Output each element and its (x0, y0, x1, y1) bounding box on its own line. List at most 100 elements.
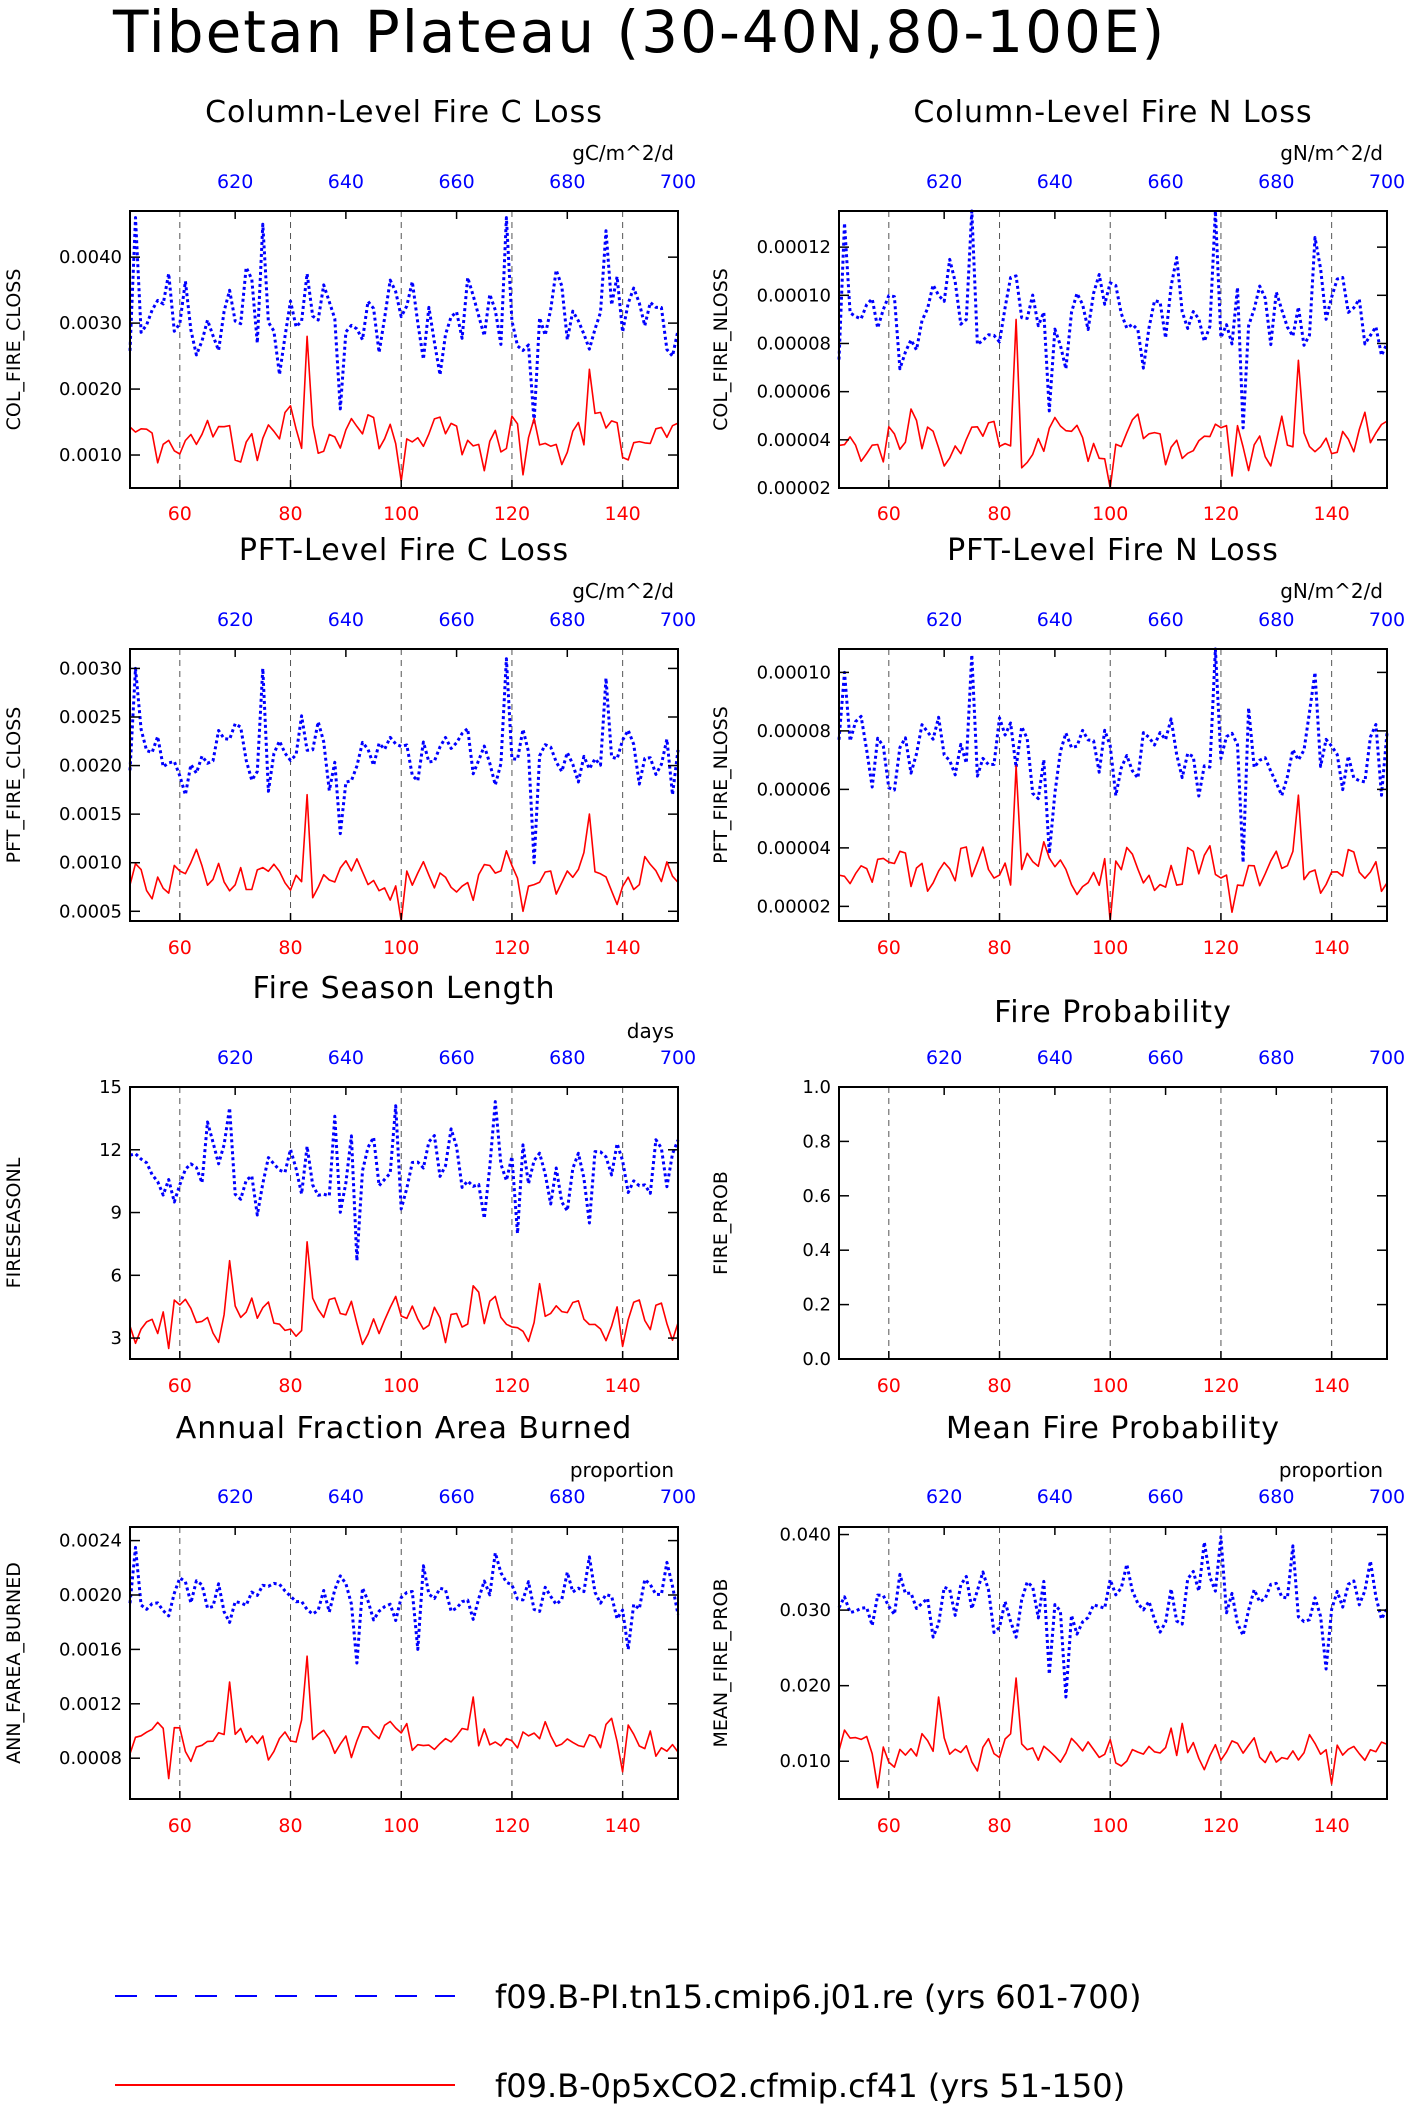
y-tick-label: 9 (111, 1203, 122, 1224)
x-tick-label-top: 620 (926, 171, 962, 193)
plot-frame (838, 1086, 1388, 1360)
y-tick-label: 15 (99, 1077, 122, 1098)
y-tick-label: 0.0020 (59, 1585, 122, 1606)
series-line-b (838, 765, 1388, 922)
y-axis-label: ANN_FAREA_BURNED (3, 1562, 25, 1764)
y-tick-label: 0.0015 (59, 804, 122, 825)
x-tick-label-top: 620 (926, 1047, 962, 1069)
y-tick-label: 0.00010 (757, 662, 831, 683)
x-tick-label-top: 660 (1147, 1486, 1183, 1508)
plot-frame (129, 210, 679, 489)
y-tick-label: 0.00002 (757, 896, 831, 917)
plot-frame (838, 1526, 1388, 1800)
chart-panel-1: Column-Level Fire C Loss gC/m^2/d 0.0010 0.… (3, 95, 696, 525)
series-line-b (129, 793, 679, 922)
y-tick-label: 0.00008 (757, 333, 831, 354)
x-tick-label-top: 700 (660, 1486, 696, 1508)
series-line-a (128, 216, 680, 424)
x-tick-label-top: 680 (1258, 1486, 1294, 1508)
y-axis-label: COL_FIRE_CLOSS (3, 269, 25, 431)
x-tick-label-top: 660 (1147, 171, 1183, 193)
x-tick-label-top: 700 (660, 609, 696, 631)
chart-title: PFT-Level Fire C Loss (239, 533, 569, 568)
x-tick-label-bottom: 60 (877, 1815, 901, 1837)
y-tick-label: 3 (111, 1328, 122, 1349)
y-tick-label: 0.0030 (59, 313, 122, 334)
x-tick-label-bottom: 60 (168, 503, 192, 525)
x-tick-label-bottom: 80 (278, 503, 302, 525)
x-tick-label-top: 680 (1258, 171, 1294, 193)
x-tick-label-bottom: 100 (1092, 503, 1128, 525)
x-tick-label-bottom: 140 (1314, 1375, 1350, 1397)
y-tick-label: 0.010 (779, 1751, 831, 1772)
series-line-a (128, 657, 680, 865)
x-tick-label-top: 640 (328, 1486, 364, 1508)
x-tick-label-top: 640 (328, 609, 364, 631)
y-tick-label: 0.0020 (59, 379, 122, 400)
y-tick-label: 0.020 (779, 1676, 831, 1697)
x-tick-label-bottom: 140 (605, 1815, 641, 1837)
x-tick-label-bottom: 140 (605, 503, 641, 525)
x-tick-label-top: 660 (1147, 609, 1183, 631)
x-tick-label-bottom: 60 (877, 1375, 901, 1397)
page-title: Tibetan Plateau (30-40N,80-100E) (112, 0, 1166, 66)
x-tick-label-bottom: 100 (1092, 1815, 1128, 1837)
x-tick-label-top: 640 (328, 1047, 364, 1069)
y-tick-label: 12 (99, 1140, 122, 1161)
x-tick-label-top: 680 (549, 171, 585, 193)
chart-panel-8: Mean Fire Probability proportion 0.010 0.02… (710, 1411, 1405, 1837)
x-tick-label-bottom: 120 (1203, 1375, 1239, 1397)
series-line-a (837, 647, 1389, 864)
y-axis-label: FIRESEASONL (3, 1157, 25, 1288)
y-tick-label: 0.00010 (757, 285, 831, 306)
x-tick-label-top: 700 (660, 171, 696, 193)
x-tick-label-bottom: 60 (168, 1815, 192, 1837)
legend-label-series-b: f09.B-0p5xCO2.cfmip.cf41 (yrs 51-150) (495, 2067, 1125, 2105)
x-tick-label-bottom: 60 (168, 937, 192, 959)
y-tick-label: 0.00006 (757, 382, 831, 403)
y-tick-label: 0.00006 (757, 779, 831, 800)
y-tick-label: 0.0005 (59, 901, 122, 922)
x-tick-label-bottom: 140 (605, 937, 641, 959)
series-line-b (129, 1655, 679, 1780)
series-line-b (129, 335, 679, 483)
y-tick-label: 0.4 (802, 1240, 831, 1261)
x-tick-label-bottom: 80 (278, 1375, 302, 1397)
x-tick-label-bottom: 140 (1314, 937, 1350, 959)
units-label: proportion (1279, 1458, 1383, 1482)
x-tick-label-bottom: 100 (1092, 1375, 1128, 1397)
plot-frame (129, 648, 679, 922)
x-tick-label-top: 660 (438, 171, 474, 193)
x-tick-label-bottom: 120 (1203, 1815, 1239, 1837)
y-tick-label: 0.0040 (59, 247, 122, 268)
series-line-b (838, 318, 1388, 489)
x-tick-label-bottom: 120 (494, 937, 530, 959)
chart-title: Mean Fire Probability (946, 1411, 1280, 1446)
y-tick-label: 0.0010 (59, 445, 122, 466)
y-tick-label: 0.0016 (59, 1639, 122, 1660)
legend-label-series-a: f09.B-PI.tn15.cmip6.j01.re (yrs 601-700) (495, 1978, 1141, 2016)
x-tick-label-bottom: 80 (987, 937, 1011, 959)
x-tick-label-bottom: 60 (877, 937, 901, 959)
x-tick-label-bottom: 80 (987, 1815, 1011, 1837)
chart-title: PFT-Level Fire N Loss (947, 533, 1279, 568)
y-tick-label: 6 (111, 1265, 122, 1286)
y-tick-label: 0.00012 (757, 237, 831, 258)
x-tick-label-top: 620 (926, 1486, 962, 1508)
x-tick-label-bottom: 120 (1203, 503, 1239, 525)
y-axis-label: PFT_FIRE_CLOSS (3, 707, 25, 864)
x-tick-label-top: 660 (1147, 1047, 1183, 1069)
plot-frame (838, 210, 1388, 489)
x-tick-label-top: 680 (1258, 1047, 1294, 1069)
x-tick-label-bottom: 100 (1092, 937, 1128, 959)
x-tick-label-bottom: 140 (605, 1375, 641, 1397)
y-tick-label: 0.00004 (757, 838, 831, 859)
y-tick-label: 0.00008 (757, 721, 831, 742)
series-line-b (838, 1677, 1388, 1789)
x-tick-label-bottom: 100 (383, 1815, 419, 1837)
x-tick-label-top: 680 (1258, 609, 1294, 631)
units-label: gC/m^2/d (572, 579, 674, 603)
y-tick-label: 0.2 (802, 1295, 831, 1316)
y-tick-label: 0.00002 (757, 478, 831, 499)
